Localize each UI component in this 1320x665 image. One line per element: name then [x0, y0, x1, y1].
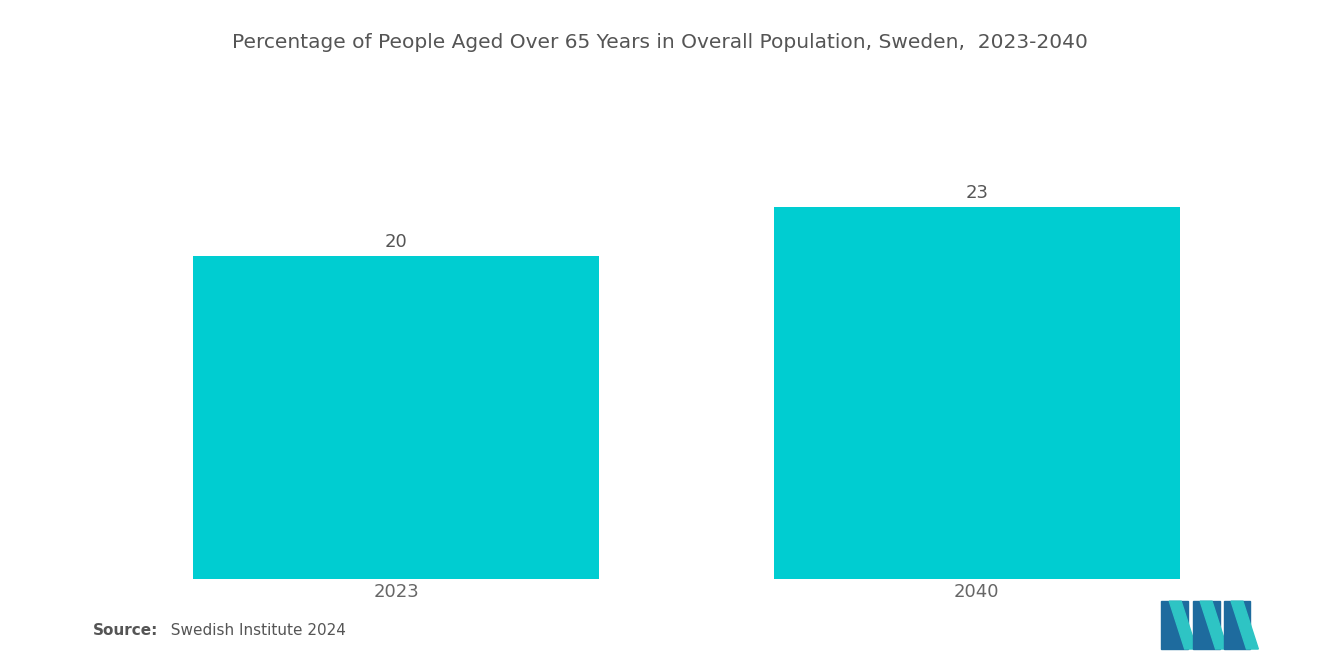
- Bar: [193, 255, 599, 579]
- Polygon shape: [1170, 601, 1196, 649]
- Polygon shape: [1224, 601, 1250, 649]
- Text: 20: 20: [384, 233, 408, 251]
- Polygon shape: [1193, 601, 1220, 649]
- Text: 23: 23: [965, 184, 989, 202]
- Text: Percentage of People Aged Over 65 Years in Overall Population, Sweden,  2023-204: Percentage of People Aged Over 65 Years …: [232, 33, 1088, 53]
- Text: Swedish Institute 2024: Swedish Institute 2024: [161, 623, 346, 638]
- Polygon shape: [1200, 601, 1228, 649]
- Polygon shape: [1162, 601, 1188, 649]
- Bar: [774, 207, 1180, 579]
- Polygon shape: [1232, 601, 1258, 649]
- Text: Source:: Source:: [92, 623, 158, 638]
